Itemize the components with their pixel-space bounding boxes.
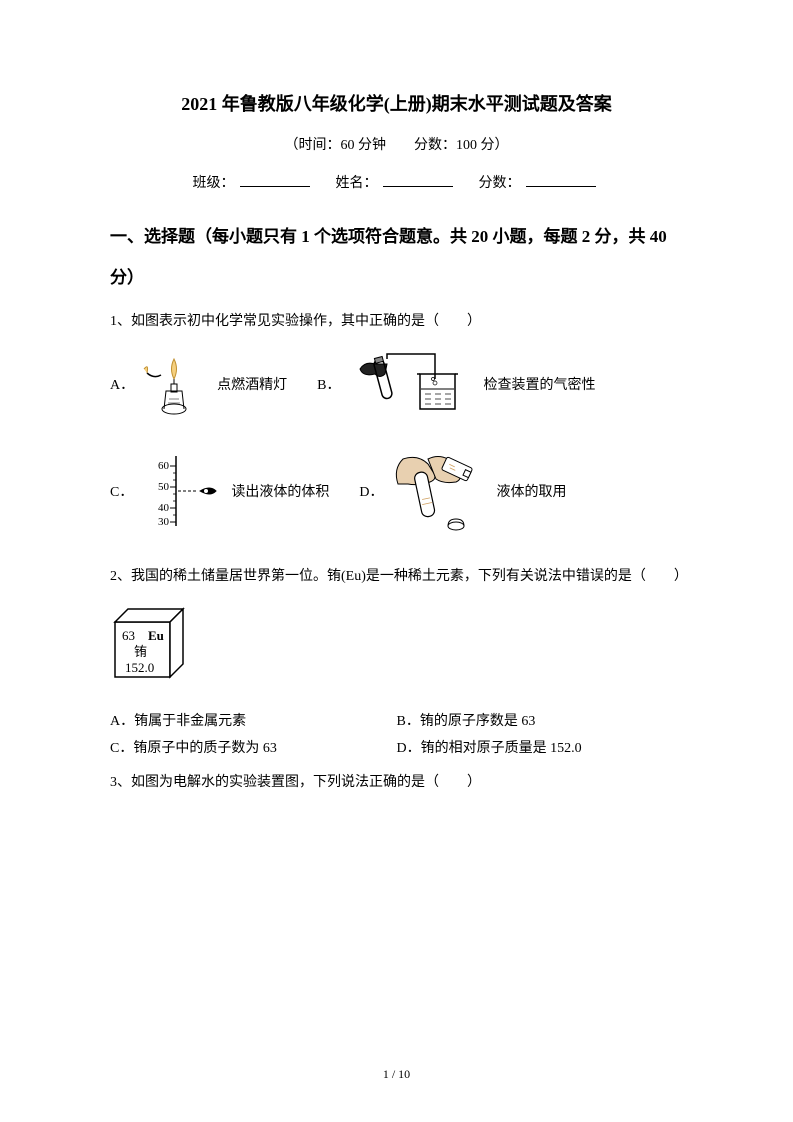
element-sym: Eu: [148, 628, 164, 643]
q1-optB-label: B．: [317, 374, 340, 394]
element-mass: 152.0: [125, 660, 154, 675]
time-score: （时间：60 分钟 分数：100 分）: [110, 134, 683, 154]
score-blank: [526, 186, 596, 187]
q2-text: 2、我国的稀土储量居世界第一位。铕(Eu)是一种稀土元素，下列有关说法中错误的是…: [110, 564, 683, 589]
page-number: 1 / 10: [0, 1067, 793, 1082]
element-name: 铕: [134, 644, 147, 659]
q3-text: 3、如图为电解水的实验装置图，下列说法正确的是（ ）: [110, 770, 683, 795]
q1-row-cd: C． 60 50 40 30 读出液体的体积 D．: [110, 444, 683, 539]
q2-element-cube: 63 Eu 铕 152.0: [110, 604, 683, 694]
q1-image-airtight: [345, 349, 475, 419]
mark40: 40: [158, 502, 170, 514]
q1-optD-text: 液体的取用: [496, 481, 566, 501]
element-num: 63: [122, 628, 135, 643]
q2-optD: D．铕的相对原子质量是 152.0: [397, 736, 684, 763]
q1-image-cylinder: 60 50 40 30: [138, 451, 223, 531]
q2-options: A．铕属于非金属元素 B．铕的原子序数是 63 C．铕原子中的质子数为 63 D…: [110, 709, 683, 762]
mark60: 60: [158, 460, 170, 472]
q1-image-pour: [388, 444, 488, 539]
name-label: 姓名：: [336, 176, 378, 191]
section1-heading: 一、选择题（每小题只有 1 个选项符合题意。共 20 小题，每题 2 分，共 4…: [110, 217, 683, 299]
q1-image-lamp: [139, 351, 209, 416]
q1-row-ab: A． 点燃酒精灯 B．: [110, 349, 683, 419]
class-blank: [240, 186, 310, 187]
q1-optC-text: 读出液体的体积: [231, 481, 329, 501]
info-line: 班级： 姓名： 分数：: [110, 172, 683, 192]
mark30: 30: [158, 516, 170, 528]
q1-text: 1、如图表示初中化学常见实验操作，其中正确的是（ ）: [110, 309, 683, 334]
name-blank: [383, 186, 453, 187]
page-title: 2021 年鲁教版八年级化学(上册)期末水平测试题及答案: [110, 90, 683, 116]
q2-optA: A．铕属于非金属元素: [110, 709, 397, 736]
q1-optA-text: 点燃酒精灯: [217, 374, 287, 394]
q1-optA-label: A．: [110, 374, 134, 394]
score-label: 分数：: [479, 176, 521, 191]
q1-optD-label: D．: [359, 481, 383, 501]
class-label: 班级：: [193, 176, 235, 191]
q2-optC: C．铕原子中的质子数为 63: [110, 736, 397, 763]
q1-optB-text: 检查装置的气密性: [483, 374, 595, 394]
q2-optB: B．铕的原子序数是 63: [397, 709, 684, 736]
q1-optC-label: C．: [110, 481, 133, 501]
mark50: 50: [158, 481, 170, 493]
